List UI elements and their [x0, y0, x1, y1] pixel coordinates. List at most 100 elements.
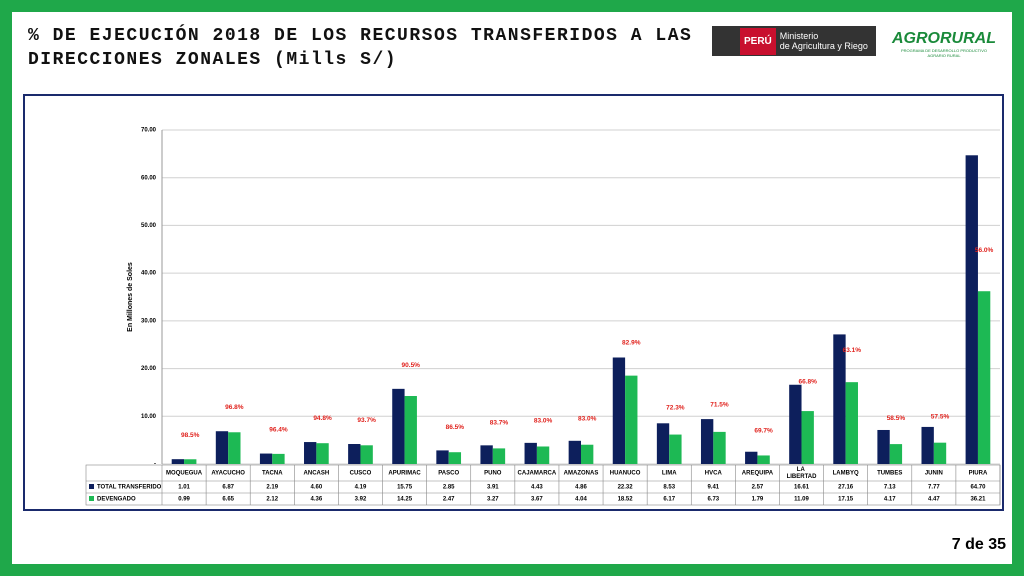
bar	[392, 388, 405, 464]
bar	[889, 444, 903, 464]
execution-label: 72.3%	[666, 404, 685, 411]
table-value: 4.47	[928, 497, 940, 503]
ministry-line: de Agricultura y Riego	[779, 41, 868, 51]
x-tick-label: HUANUCO	[610, 471, 641, 477]
x-tick-label: APURIMAC	[388, 471, 421, 477]
x-tick-label: PUNO	[484, 471, 502, 477]
table-value: 2.19	[266, 485, 278, 491]
execution-label: 86.5%	[446, 424, 465, 431]
bar	[171, 459, 185, 464]
bar	[612, 357, 626, 464]
bar	[581, 444, 594, 464]
table-value: 1.79	[752, 497, 764, 503]
table-value: 3.27	[487, 497, 499, 503]
execution-label: 82.9%	[622, 340, 641, 347]
table-value: 17.15	[838, 497, 854, 503]
table-value: 4.43	[531, 485, 543, 491]
y-tick-label: 10.00	[141, 414, 157, 420]
execution-label: 58.5%	[887, 415, 906, 422]
table-value: 2.85	[443, 485, 455, 491]
x-tick-label: CUSCO	[350, 471, 372, 477]
bar	[700, 419, 714, 464]
bar	[215, 431, 229, 464]
bar	[404, 396, 417, 464]
bar	[480, 445, 493, 464]
execution-label: 96.8%	[225, 404, 244, 411]
legend-swatch	[89, 484, 94, 489]
y-axis-label: En Millones de Soles	[127, 262, 134, 332]
execution-label: 98.5%	[181, 432, 200, 439]
slide: % DE EJECUCIÓN 2018 DE LOS RECURSOS TRAN…	[12, 12, 1012, 564]
table-value: 64.70	[970, 485, 986, 491]
table-value: 7.13	[884, 485, 896, 491]
page-number: 7 de 35	[951, 536, 1006, 553]
x-tick-label: AMAZONAS	[564, 471, 599, 477]
table-value: 3.91	[487, 485, 499, 491]
execution-label: 69.7%	[754, 427, 773, 434]
bar	[625, 375, 638, 464]
bar	[845, 382, 858, 464]
execution-label: 66.8%	[798, 379, 817, 386]
table-value: 16.61	[794, 485, 810, 491]
bar	[568, 440, 581, 464]
bar	[492, 448, 506, 464]
table-value: 6.87	[222, 485, 234, 491]
bar	[669, 434, 682, 464]
execution-label: 57.5%	[931, 413, 950, 420]
execution-label: 56.0%	[975, 247, 994, 254]
bar	[348, 444, 361, 464]
bar	[965, 155, 978, 464]
table-value: 36.21	[970, 497, 986, 503]
table-value: 2.57	[752, 485, 764, 491]
table-value: 6.17	[663, 497, 675, 503]
bar	[228, 432, 241, 464]
ministry: Ministerio de Agricultura y Riego	[780, 31, 868, 51]
title: % DE EJECUCIÓN 2018 DE LOS RECURSOS TRAN…	[28, 26, 693, 46]
x-tick-label: CAJAMARCA	[518, 471, 557, 477]
ministry-line: Ministerio	[779, 31, 819, 41]
y-tick-label: 60.00	[141, 175, 157, 181]
y-tick-label: 30.00	[141, 318, 157, 324]
execution-label: 96.4%	[269, 426, 288, 433]
bar	[448, 452, 462, 464]
execution-label: 83.7%	[490, 420, 509, 427]
bar	[789, 384, 802, 464]
bar	[184, 459, 197, 464]
execution-label: 71.5%	[710, 402, 729, 409]
table-value: 8.53	[663, 485, 675, 491]
bar	[745, 451, 758, 464]
execution-label: 83.0%	[578, 416, 597, 423]
y-tick-label: 70.00	[141, 128, 157, 134]
table-value: 15.75	[397, 485, 413, 491]
table-value: 3.67	[531, 497, 543, 503]
x-tick-label: JUNIN	[925, 471, 943, 477]
table-value: 6.65	[222, 497, 234, 503]
execution-label: 94.8%	[313, 415, 332, 422]
bar	[316, 443, 329, 464]
table-value: 6.73	[707, 497, 719, 503]
table-value: 4.04	[575, 497, 587, 503]
y-tick-label: 50.00	[141, 223, 157, 229]
table-value: 4.17	[884, 497, 896, 503]
x-tick-label: LIMA	[662, 471, 677, 477]
x-tick-label: TACNA	[262, 471, 283, 477]
x-tick-label: MOQUEGUA	[166, 471, 203, 477]
x-tick-label: LAMBYQ	[833, 471, 859, 477]
bar	[360, 445, 373, 464]
title: DIRECCIONES ZONALES (Mills S/)	[28, 50, 398, 70]
bar	[977, 291, 991, 464]
bar	[536, 446, 550, 464]
table-value: 27.16	[838, 485, 854, 491]
table-value: 3.92	[355, 497, 367, 503]
x-tick-label: HVCA	[705, 471, 723, 477]
x-tick-label: PASCO	[438, 471, 459, 477]
x-tick-label: TUMBES	[877, 471, 902, 477]
bar	[272, 453, 285, 464]
x-tick-label: AYACUCHO	[211, 471, 245, 477]
table-value: 11.09	[794, 497, 809, 503]
bar	[524, 442, 537, 464]
bar	[757, 455, 770, 464]
bar	[656, 423, 670, 464]
